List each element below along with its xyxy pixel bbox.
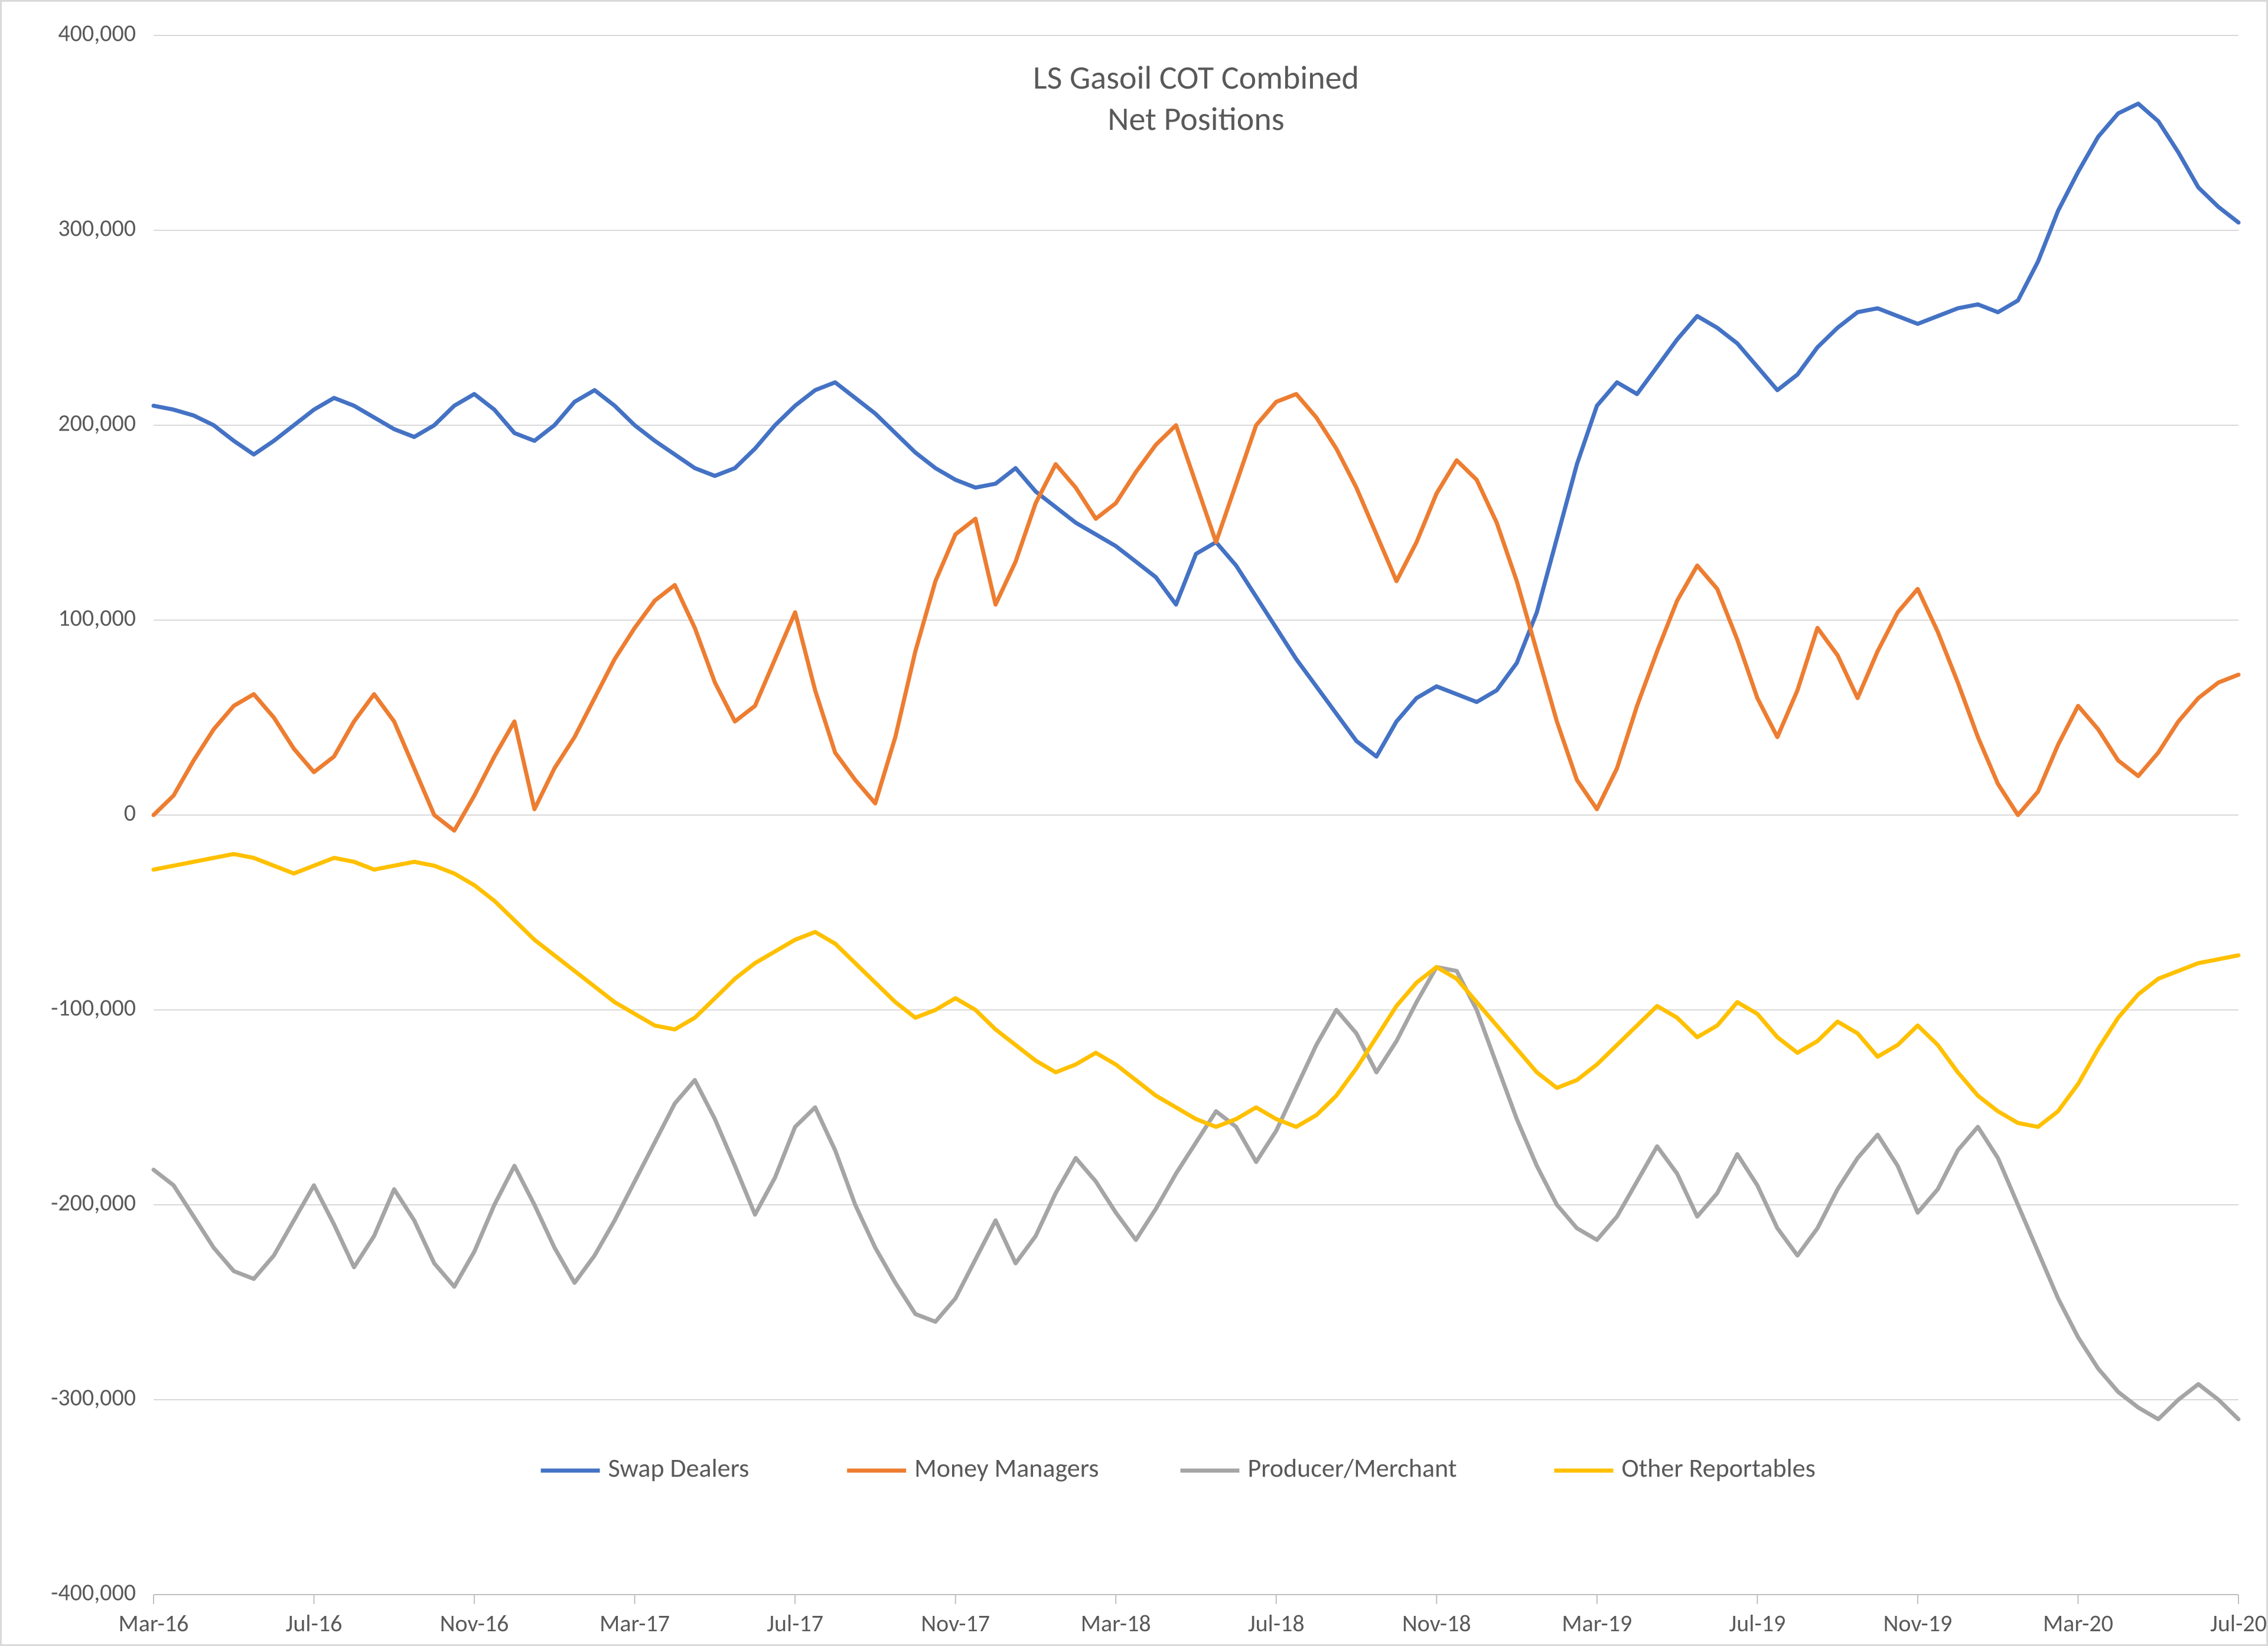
y-tick-label: 0 <box>124 798 136 827</box>
y-tick-label: 400,000 <box>58 19 136 48</box>
x-tick-label: Jul-16 <box>286 1609 343 1638</box>
chart-container: 400,000 300,000 200,000 100,000 0 -100,000 -20… <box>0 0 2268 1646</box>
outer-border <box>1 1 2267 1645</box>
x-tick-label: Mar-18 <box>1081 1609 1151 1638</box>
legend-label: Money Managers <box>914 1452 1099 1484</box>
x-tick-label: Jul-19 <box>1729 1609 1786 1638</box>
chart-title-line: LS Gasoil COT Combined <box>1033 58 1359 98</box>
chart-title-line: Net Positions <box>1107 99 1284 139</box>
x-tick-label: Mar-20 <box>2043 1609 2113 1638</box>
chart-svg: 400,000 300,000 200,000 100,000 0 -100,000 -20… <box>0 0 2268 1646</box>
x-tick-label: Jul-20 <box>2210 1609 2267 1638</box>
y-tick-label: -200,000 <box>51 1188 136 1217</box>
y-tick-label: -100,000 <box>51 993 136 1022</box>
x-tick-label: Nov-18 <box>1402 1609 1471 1638</box>
x-tick-label: Jul-18 <box>1248 1609 1305 1638</box>
y-tick-label: 200,000 <box>58 409 136 438</box>
y-tick-label: 100,000 <box>58 604 136 633</box>
x-tick-label: Mar-16 <box>119 1609 189 1638</box>
y-tick-label: -400,000 <box>51 1578 136 1607</box>
x-tick-label: Nov-16 <box>440 1609 509 1638</box>
y-tick-label: 300,000 <box>58 214 136 243</box>
legend-label: Producer/Merchant <box>1247 1452 1456 1484</box>
x-tick-label: Mar-19 <box>1562 1609 1632 1638</box>
x-tick-label: Nov-19 <box>1884 1609 1953 1638</box>
y-tick-label: -300,000 <box>51 1383 136 1412</box>
x-tick-label: Nov-17 <box>921 1609 990 1638</box>
x-tick-label: Mar-17 <box>599 1609 670 1638</box>
legend-label: Other Reportables <box>1621 1452 1815 1484</box>
x-tick-label: Jul-17 <box>767 1609 823 1638</box>
legend-label: Swap Dealers <box>608 1452 750 1484</box>
